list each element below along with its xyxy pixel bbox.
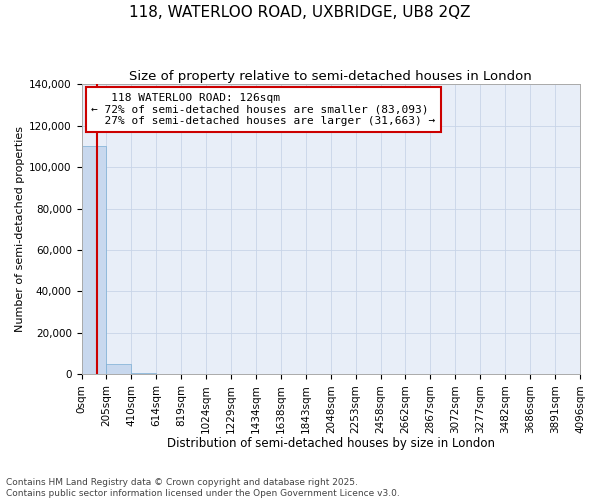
Text: Contains HM Land Registry data © Crown copyright and database right 2025.
Contai: Contains HM Land Registry data © Crown c… [6, 478, 400, 498]
Y-axis label: Number of semi-detached properties: Number of semi-detached properties [15, 126, 25, 332]
Bar [131, 373, 156, 374]
Bar [82, 146, 106, 374]
Bar [106, 364, 131, 374]
Text: 118, WATERLOO ROAD, UXBRIDGE, UB8 2QZ: 118, WATERLOO ROAD, UXBRIDGE, UB8 2QZ [129, 5, 471, 20]
X-axis label: Distribution of semi-detached houses by size in London: Distribution of semi-detached houses by … [167, 437, 495, 450]
Title: Size of property relative to semi-detached houses in London: Size of property relative to semi-detach… [130, 70, 532, 83]
Text: 118 WATERLOO ROAD: 126sqm
← 72% of semi-detached houses are smaller (83,093)
  2: 118 WATERLOO ROAD: 126sqm ← 72% of semi-… [91, 93, 436, 126]
